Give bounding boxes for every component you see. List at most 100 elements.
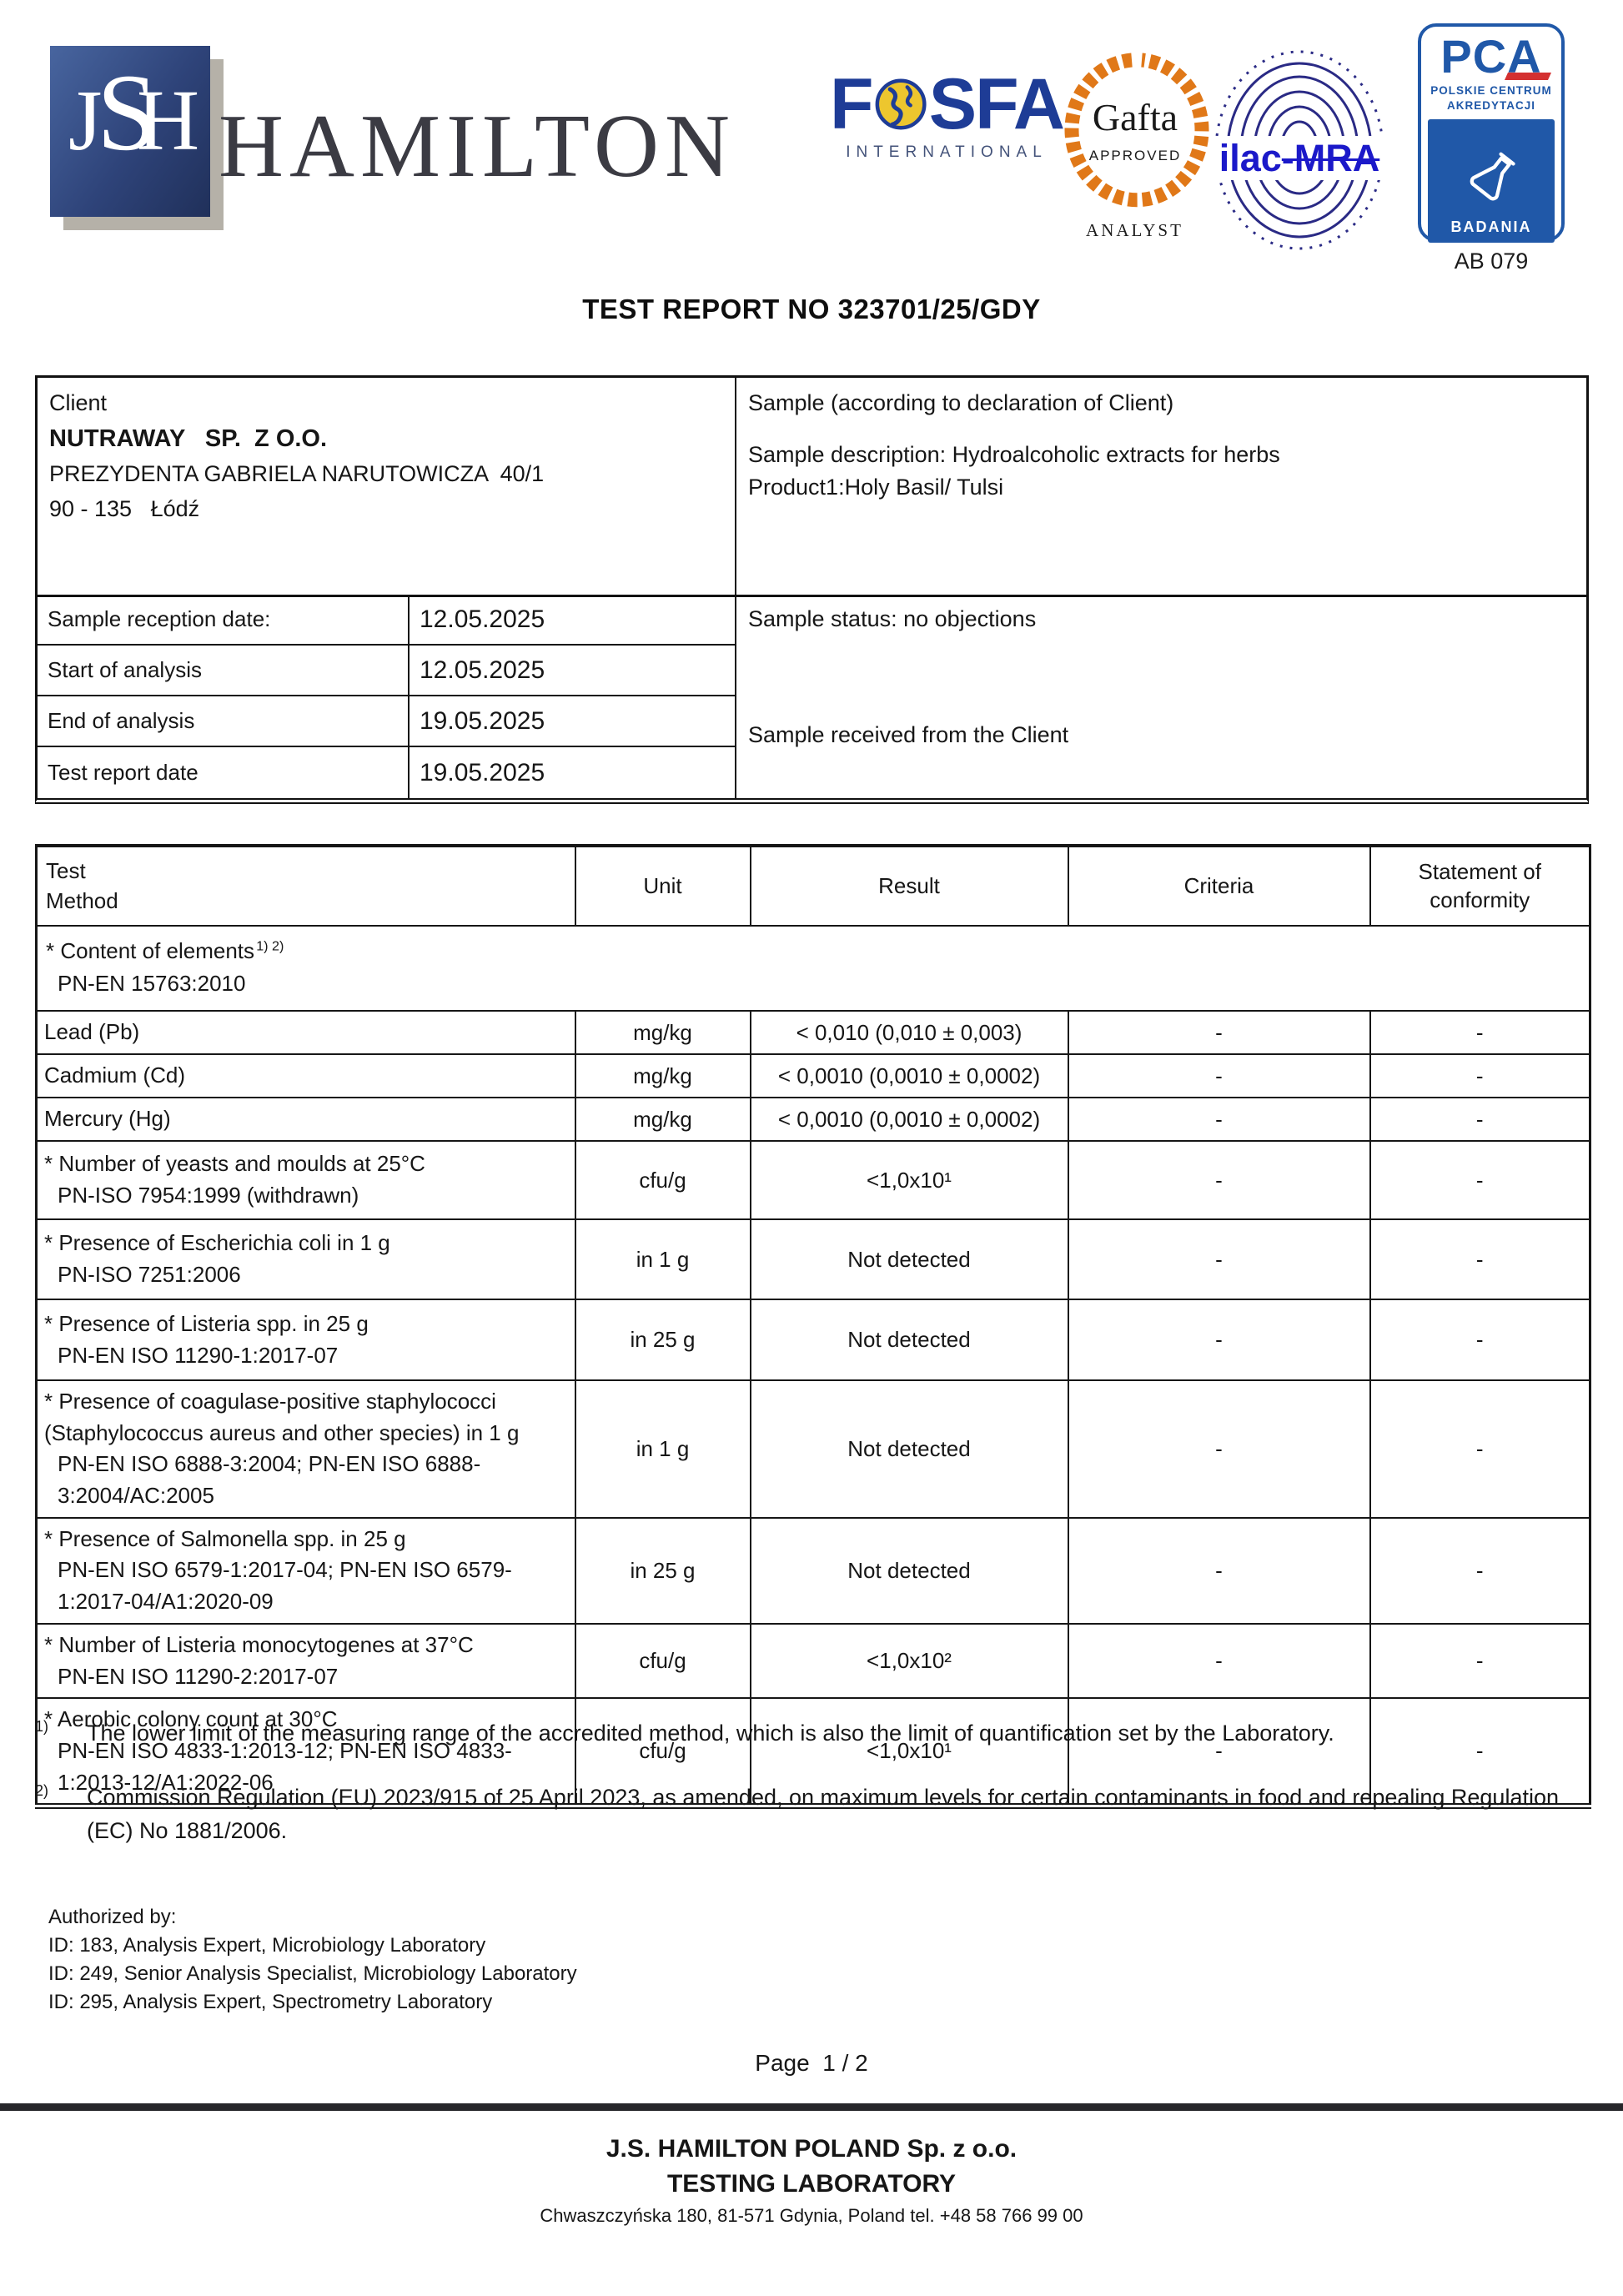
ilac-mra-logo: ilac-MRA (1211, 46, 1388, 254)
conformity-cell: - (1369, 1010, 1591, 1055)
date-value: 12.05.2025 (410, 646, 736, 696)
unit-cell: in 25 g (574, 1516, 751, 1625)
test-method: PN-EN ISO 4833-1:2013-12; PN-EN ISO 4833… (58, 1737, 512, 1795)
fosfa-subtitle: INTERNATIONAL (846, 143, 1048, 161)
unit-cell: cfu/g (574, 1140, 751, 1220)
unit-cell: in 25 g (574, 1299, 751, 1381)
ilac-mra-label: ilac-MRA (1211, 136, 1388, 180)
client-sample-table: Client NUTRAWAY SP. Z O.O. PREZYDENTA GA… (35, 375, 1589, 597)
client-name: NUTRAWAY SP. Z O.O. (49, 425, 328, 452)
sample-cell: Sample (according to declaration of Clie… (736, 378, 1586, 595)
table-row: * Presence of coagulase-positive staphyl… (35, 1379, 1591, 1519)
conformity-cell: - (1369, 1299, 1591, 1381)
test-name: Mercury (Hg) (44, 1106, 171, 1132)
unit-cell: in 1 g (574, 1379, 751, 1519)
sample-header: Sample (according to declaration of Clie… (748, 390, 1174, 415)
monogram-letter-j: J (68, 73, 103, 168)
report-title: TEST REPORT NO 323701/25/GDY (582, 294, 1041, 324)
authorized-block: Authorized by: ID: 183, Analysis Expert,… (48, 1903, 577, 2017)
criteria-cell: - (1067, 1516, 1371, 1625)
table-row: * Number of yeasts and moulds at 25°C PN-… (35, 1140, 1591, 1220)
date-label: End of analysis (38, 696, 410, 747)
date-value: 19.05.2025 (410, 696, 736, 747)
section-footnote-refs: 1) 2) (256, 938, 284, 954)
page-indicator: Page 1 / 2 (755, 2050, 868, 2076)
result-cell: <1,0x10² (749, 1622, 1069, 1700)
result-cell: Not detected (749, 1516, 1069, 1625)
table-row: Cadmium (Cd) mg/kg < 0,0010 (0,0010 ± 0,… (35, 1053, 1591, 1098)
col-method: Method (46, 887, 118, 913)
criteria-cell: - (1067, 1299, 1371, 1381)
unit-cell: mg/kg (574, 1053, 751, 1098)
pca-line1: POLSKIE CENTRUM (1430, 84, 1552, 97)
sample-status-cell: Sample status: no objections Sample rece… (736, 595, 1586, 798)
test-method: PN-EN ISO 6579-1:2017-04; PN-EN ISO 6579… (58, 1557, 512, 1615)
section-row: * Content of elements 1) 2) PN-EN 15763:… (35, 925, 1591, 1012)
fosfa-logo: F SFA INTERNATIONAL (830, 64, 1065, 162)
conformity-cell: - (1369, 1140, 1591, 1220)
test-name: Lead (Pb) (44, 1019, 140, 1045)
table-row: Lead (Pb) mg/kg < 0,010 (0,010 ± 0,003) … (35, 1010, 1591, 1055)
test-method: PN-ISO 7954:1999 (withdrawn) (58, 1183, 359, 1208)
flask-icon (1470, 153, 1515, 201)
table-row: * Presence of Listeria spp. in 25 g PN-EN… (35, 1299, 1591, 1381)
footnote-1: 1) The lower limit of the measuring rang… (35, 1716, 1574, 1751)
sample-received: Sample received from the Client (748, 722, 1069, 747)
test-name: * Presence of coagulase-positive staphyl… (44, 1389, 520, 1445)
result-cell: < 0,0010 (0,0010 ± 0,0002) (749, 1097, 1069, 1142)
ilac-prefix: ilac (1219, 137, 1282, 179)
footnote-text: The lower limit of the measuring range o… (87, 1721, 1334, 1746)
footer-company: J.S. HAMILTON POLAND Sp. z o.o. (605, 2135, 1018, 2163)
sample-product: Product1:Holy Basil/ Tulsi (748, 474, 1004, 500)
date-value: 12.05.2025 (410, 595, 736, 646)
result-cell: Not detected (749, 1379, 1069, 1519)
authorized-person: ID: 295, Analysis Expert, Spectrometry L… (48, 1991, 493, 2014)
table-row: * Number of Listeria monocytogenes at 37… (35, 1622, 1591, 1700)
gafta-wreath-icon: Gafta APPROVED (1064, 53, 1208, 208)
client-address-line1: PREZYDENTA GABRIELA NARUTOWICZA 40/1 (49, 461, 545, 487)
monogram-letter-h: H (137, 73, 200, 168)
date-value: 19.05.2025 (410, 747, 736, 798)
authorized-label: Authorized by: (48, 1906, 177, 1928)
conformity-cell: - (1369, 1379, 1591, 1519)
jsh-monogram: J S H (50, 46, 210, 217)
result-cell: Not detected (749, 1218, 1069, 1300)
footer-lab: TESTING LABORATORY (666, 2170, 957, 2198)
test-method: PN-EN ISO 6888-3:2004; PN-EN ISO 6888-3:… (58, 1451, 481, 1509)
unit-cell: mg/kg (574, 1010, 751, 1055)
ilac-suffix: -MRA (1281, 137, 1380, 179)
criteria-cell: - (1067, 1010, 1371, 1055)
result-cell: <1,0x10¹ (749, 1140, 1069, 1220)
client-address-line2: 90 - 135 Łódź (49, 496, 200, 522)
unit-cell: cfu/g (574, 1622, 751, 1700)
unit-cell: cfu/g (574, 1697, 751, 1807)
conformity-cell: - (1369, 1053, 1591, 1098)
footnotes: 1) The lower limit of the measuring rang… (35, 1716, 1574, 1878)
conformity-cell: - (1369, 1516, 1591, 1625)
footnote-text: Commission Regulation (EU) 2023/915 of 2… (87, 1784, 1559, 1844)
footnote-marker: 2) (35, 1781, 49, 1799)
pca-red-accent (1504, 73, 1552, 80)
gafta-analyst-label: ANALYST (1086, 220, 1183, 240)
accreditation-number: AB 079 (1454, 249, 1529, 274)
criteria-cell: - (1067, 1053, 1371, 1098)
criteria-cell: - (1067, 1697, 1371, 1807)
fosfa-text-sfa: SFA (928, 64, 1065, 144)
result-cell: <1,0x10¹ (749, 1697, 1069, 1807)
date-label: Test report date (38, 747, 410, 798)
test-name: * Number of yeasts and moulds at 25°C (44, 1151, 425, 1177)
authorized-person: ID: 183, Analysis Expert, Microbiology L… (48, 1934, 486, 1957)
criteria-cell: - (1067, 1379, 1371, 1519)
test-name: * Aerobic colony count at 30°C (44, 1706, 338, 1732)
pca-wordmark: PCA (1440, 30, 1542, 83)
col-test: Test (46, 858, 86, 884)
table-row: * Presence of Escherichia coli in 1 g PN-… (35, 1218, 1591, 1300)
client-cell: Client NUTRAWAY SP. Z O.O. PREZYDENTA GA… (38, 378, 736, 595)
table-row: Mercury (Hg) mg/kg < 0,0010 (0,0010 ± 0,… (35, 1097, 1591, 1142)
col-result: Result (749, 845, 1069, 927)
footer: J.S. HAMILTON POLAND Sp. z o.o. TESTING … (0, 2132, 1623, 2227)
gafta-logo: Gafta APPROVED ANALYST (1058, 50, 1212, 241)
col-test-method: Test Method (35, 845, 576, 927)
footnote-marker: 1) (35, 1718, 49, 1735)
col-conformity: Statement of conformity (1369, 845, 1591, 927)
